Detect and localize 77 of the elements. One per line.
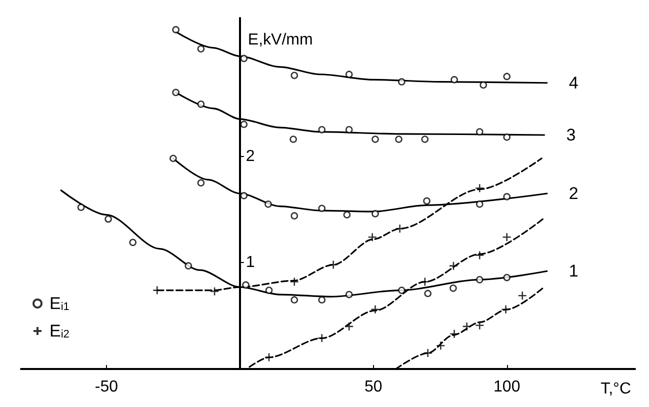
point xyxy=(476,200,484,208)
point xyxy=(423,197,430,205)
point xyxy=(318,204,326,212)
point xyxy=(240,120,248,128)
point xyxy=(503,133,511,141)
point xyxy=(129,238,137,246)
point xyxy=(436,340,446,350)
point xyxy=(264,352,274,362)
point xyxy=(474,250,484,260)
series-label: 3 xyxy=(566,126,576,144)
point xyxy=(343,211,351,218)
point xyxy=(197,100,205,108)
point xyxy=(518,290,527,300)
point xyxy=(172,88,180,96)
point xyxy=(501,304,510,314)
point xyxy=(265,286,273,294)
point xyxy=(395,224,404,234)
point xyxy=(318,126,326,134)
point xyxy=(344,322,354,332)
point xyxy=(317,334,327,343)
point xyxy=(290,277,300,286)
point xyxy=(423,348,432,358)
point xyxy=(476,128,484,136)
x-tick-label: 100 xyxy=(494,378,520,396)
point xyxy=(77,204,85,211)
point xyxy=(370,304,380,314)
point xyxy=(476,276,484,284)
point xyxy=(197,179,205,187)
point xyxy=(328,260,338,270)
point xyxy=(345,126,353,134)
series-label: 2 xyxy=(568,184,578,203)
point xyxy=(420,277,430,286)
x-tick-label: -50 xyxy=(94,378,118,396)
point xyxy=(503,274,511,282)
point xyxy=(345,70,353,78)
point xyxy=(503,72,511,80)
point xyxy=(474,320,484,330)
x-axis-title: T,°C xyxy=(600,380,631,398)
point xyxy=(424,290,432,298)
point xyxy=(398,78,406,86)
point xyxy=(450,76,458,84)
x-tick-label: 50 xyxy=(364,378,382,396)
point xyxy=(450,284,457,292)
point xyxy=(290,296,298,304)
point xyxy=(318,296,326,304)
point xyxy=(240,54,248,62)
point xyxy=(368,232,377,242)
point xyxy=(104,215,112,223)
point xyxy=(448,261,458,270)
point xyxy=(462,322,472,332)
point xyxy=(395,136,402,143)
point xyxy=(242,281,250,289)
point xyxy=(474,184,484,193)
point xyxy=(480,81,488,89)
point xyxy=(290,212,298,220)
point xyxy=(210,286,220,296)
legend-label: Ei2 xyxy=(50,322,70,340)
y-axis-title: E,kV/mm xyxy=(248,32,313,48)
point xyxy=(170,154,177,162)
point xyxy=(503,193,511,200)
point xyxy=(184,262,192,270)
point xyxy=(372,136,379,143)
point xyxy=(372,210,379,218)
legend-label: Ei1 xyxy=(50,294,70,313)
point xyxy=(502,232,512,242)
point xyxy=(398,286,406,294)
point xyxy=(290,136,297,143)
point xyxy=(450,329,459,339)
point xyxy=(345,290,353,298)
series-label: 1 xyxy=(568,262,578,281)
series-label: 4 xyxy=(568,73,578,92)
point xyxy=(264,200,272,208)
point xyxy=(197,45,205,52)
point xyxy=(172,26,180,34)
point xyxy=(240,192,248,200)
point xyxy=(290,72,298,80)
point xyxy=(421,136,429,143)
